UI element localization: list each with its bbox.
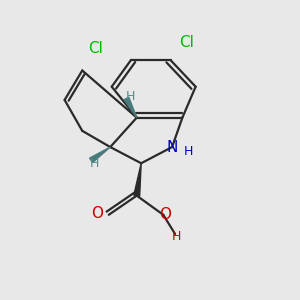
Text: O: O: [91, 206, 103, 221]
Text: Cl: Cl: [88, 41, 103, 56]
Polygon shape: [90, 147, 110, 163]
Polygon shape: [134, 163, 141, 196]
Text: H: H: [184, 145, 193, 158]
Text: N: N: [167, 140, 178, 154]
Text: Cl: Cl: [179, 35, 194, 50]
Polygon shape: [124, 97, 137, 118]
Text: O: O: [159, 207, 171, 222]
Text: H: H: [89, 157, 99, 170]
Text: H: H: [172, 230, 181, 243]
Text: H: H: [126, 91, 136, 103]
